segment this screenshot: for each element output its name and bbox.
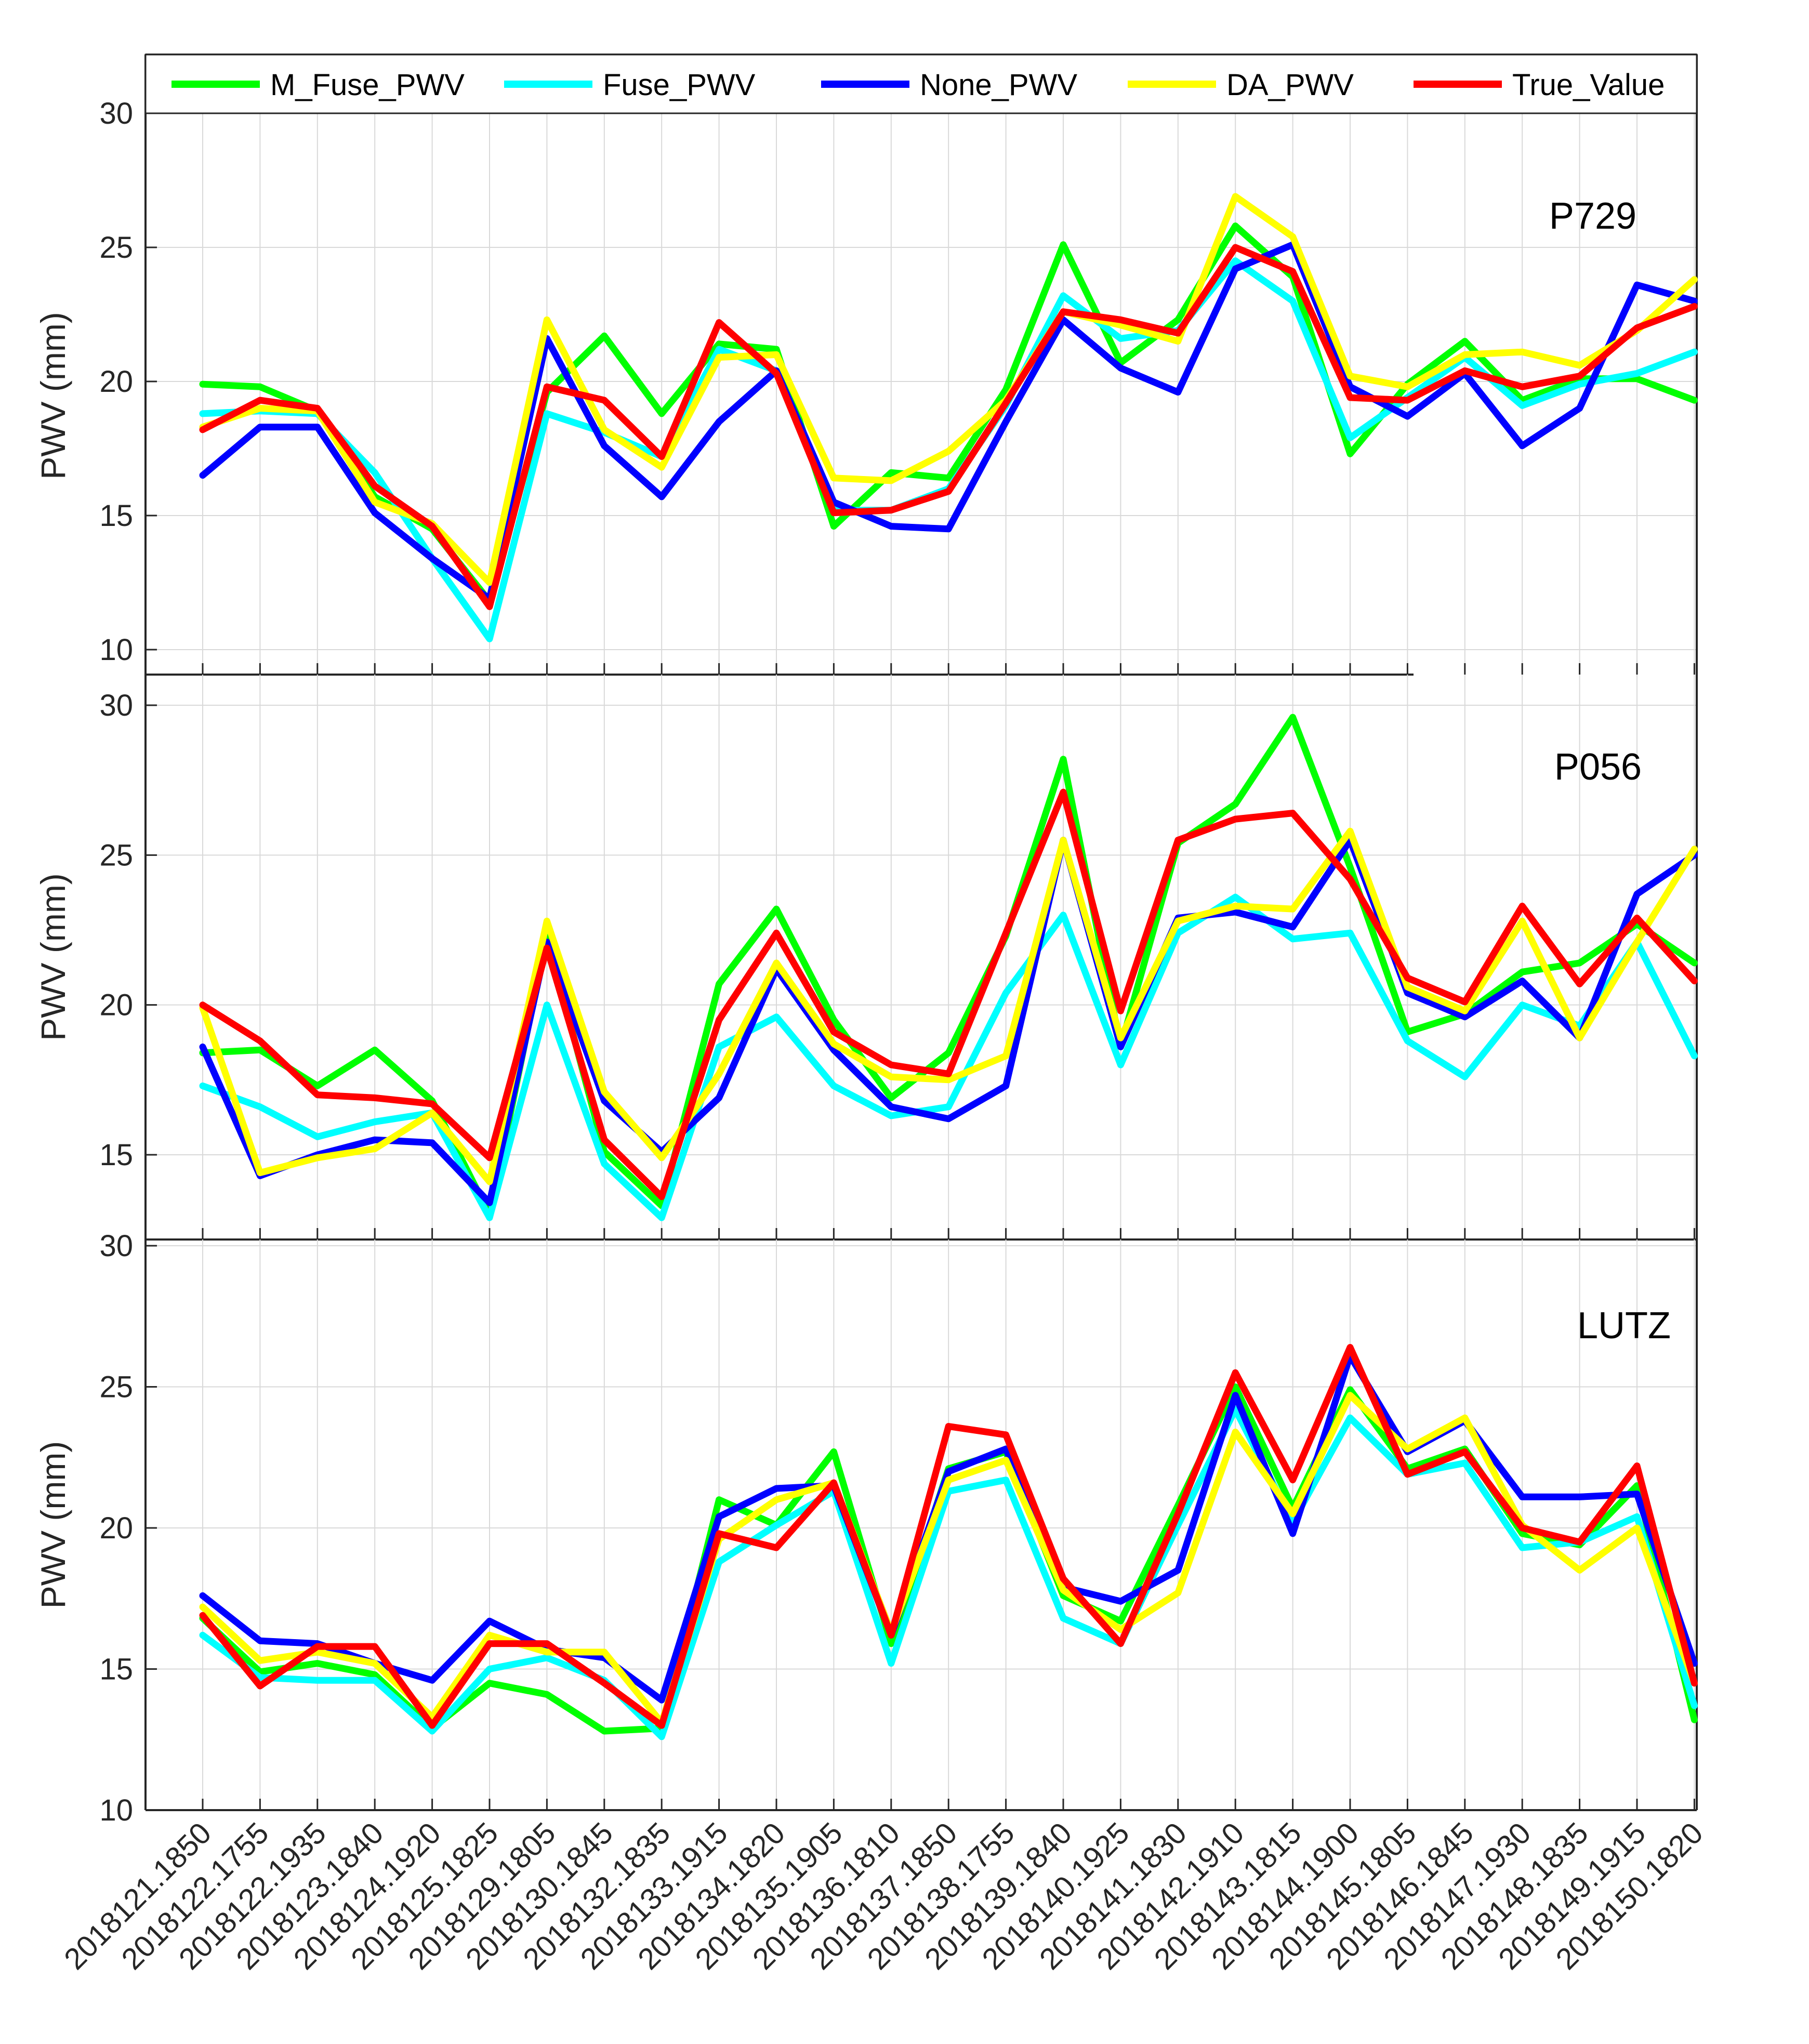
y-axis-title: PWV (mm) (34, 312, 72, 480)
series-line-none-pwv (199, 837, 1698, 1206)
series-line-da-pwv (199, 827, 1698, 1185)
y-tick-label: 30 (99, 97, 133, 130)
y-tick-label: 10 (99, 633, 133, 667)
legend-label: Fuse_PWV (603, 68, 756, 102)
legend-label: True_Value (1512, 68, 1665, 102)
y-tick-label: 25 (99, 1370, 133, 1404)
y-tick-label: 25 (99, 838, 133, 872)
station-label: P729 (1549, 195, 1636, 237)
y-tick-label: 30 (99, 689, 133, 722)
chart-panels: 10 15 20 25 30 PWV (mm) P729 15 20 25 30 PWV (mm) P0… (34, 54, 1710, 1976)
y-axis-title: PWV (mm) (34, 1441, 72, 1609)
gridlines (146, 675, 1697, 1239)
y-axis-title: PWV (mm) (34, 873, 72, 1041)
station-label: P056 (1554, 746, 1642, 788)
legend: M_Fuse_PWV Fuse_PWV None_PWV DA_PWV True_Val… (144, 54, 1698, 114)
y-tick-label: 20 (99, 988, 133, 1022)
y-tick-label: 25 (99, 231, 133, 265)
series-line-fuse-pwv (199, 1406, 1698, 1740)
station-label: LUTZ (1577, 1305, 1671, 1347)
legend-label: M_Fuse_PWV (270, 68, 465, 102)
series-line-da-pwv (199, 193, 1698, 586)
series-line-true-value (199, 244, 1698, 610)
series-line-none-pwv (199, 241, 1698, 602)
series-line-true-value (199, 788, 1698, 1201)
y-tick-label: 10 (99, 1794, 133, 1827)
y-tick-label: 30 (99, 1229, 133, 1263)
series-line-da-pwv (199, 1392, 1698, 1726)
panel-p729: 10 15 20 25 30 PWV (mm) P729 (34, 54, 1698, 676)
legend-label: DA_PWV (1226, 68, 1354, 102)
series-line-fuse-pwv (199, 893, 1698, 1221)
y-tick-label: 20 (99, 365, 133, 399)
legend-label: None_PWV (920, 68, 1077, 102)
panel-p056: 15 20 25 30 PWV (mm) P056 (34, 675, 1698, 1241)
y-tick-label: 15 (99, 499, 133, 533)
y-tick-label: 15 (99, 1138, 133, 1172)
gridlines (146, 1239, 1697, 1811)
y-tick-label: 20 (99, 1511, 133, 1545)
y-tick-label: 15 (99, 1653, 133, 1686)
series-line-true-value (199, 1344, 1698, 1729)
